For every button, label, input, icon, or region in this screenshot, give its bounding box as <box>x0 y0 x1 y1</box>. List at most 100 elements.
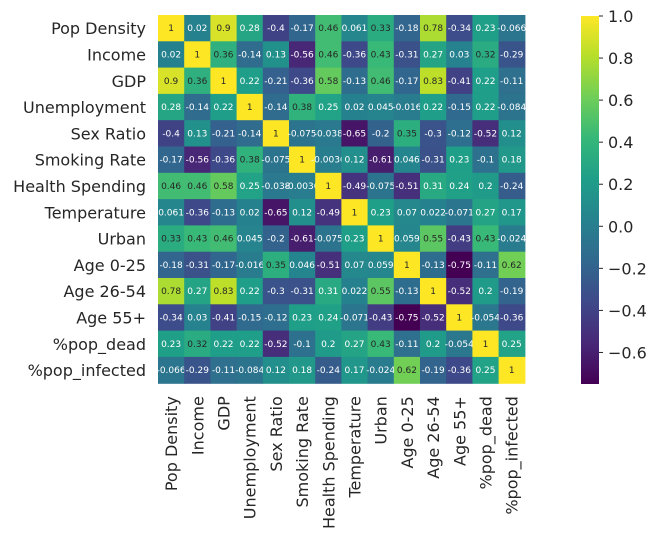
heatmap-cell <box>393 251 421 279</box>
heatmap-cell <box>367 199 395 226</box>
heatmap-cell <box>472 356 500 384</box>
heatmap-cell <box>289 356 316 384</box>
heatmap-cell-label: -0.038 <box>261 182 290 192</box>
heatmap-cell <box>367 15 395 42</box>
heatmap-cell-label: 0.12 <box>266 366 286 376</box>
heatmap-cell-label: 0.46 <box>371 77 391 87</box>
column-label: Smoking Rate <box>293 396 312 507</box>
heatmap-cell <box>446 225 473 253</box>
heatmap-cell <box>472 67 500 95</box>
heatmap-cell-label: -0.15 <box>448 103 471 113</box>
heatmap-cell <box>289 304 316 332</box>
heatmap-cell-label: -0.61 <box>290 235 313 245</box>
heatmap-cell-label: 0.62 <box>397 366 417 376</box>
colorbar-tick-label: 0.0 <box>608 217 633 236</box>
row-label: Pop Density <box>51 19 146 38</box>
heatmap-cell-label: -0.31 <box>290 287 313 297</box>
heatmap-cell-label: 0.46 <box>318 24 338 34</box>
heatmap-cell-label: 0.28 <box>240 24 260 34</box>
heatmap-cell <box>393 120 421 148</box>
heatmap-cell <box>262 278 290 305</box>
heatmap-cell-label: 1 <box>430 287 436 297</box>
heatmap-cell <box>498 15 526 42</box>
heatmap-cell-label: 0.046 <box>394 156 420 166</box>
heatmap-cell-label: 0.22 <box>213 340 233 350</box>
heatmap-cell <box>210 251 238 279</box>
heatmap-cell <box>341 120 369 148</box>
heatmap-cell-label: 0.55 <box>371 287 391 297</box>
heatmap-cell <box>158 304 185 332</box>
heatmap-cell <box>367 41 395 69</box>
heatmap-cell-label: 0.03 <box>449 50 469 60</box>
heatmap-cell-label: -0.12 <box>264 313 287 323</box>
heatmap-cell-label: 0.31 <box>318 287 338 297</box>
heatmap-cell-label: -0.13 <box>343 77 366 87</box>
column-label: Urban <box>372 396 391 444</box>
heatmap-cell <box>184 120 211 148</box>
heatmap-cell-label: 0.22 <box>475 103 495 113</box>
heatmap-cell-label: 0.55 <box>423 235 443 245</box>
heatmap-cell-label: 0.22 <box>423 103 443 113</box>
heatmap-cell <box>210 356 238 384</box>
heatmap-cell <box>158 120 185 148</box>
heatmap-cell <box>498 67 526 95</box>
heatmap-cell-label: -0.19 <box>500 287 524 297</box>
heatmap-cell <box>498 225 526 253</box>
heatmap-cell <box>446 199 473 226</box>
heatmap-cell <box>315 120 342 148</box>
heatmap-cell <box>184 251 211 279</box>
heatmap-cell-label: -0.3 <box>424 129 442 139</box>
heatmap-cell-label: -0.038 <box>314 129 343 139</box>
heatmap-cell <box>367 304 395 332</box>
heatmap-cell-label: -0.17 <box>159 156 182 166</box>
heatmap-cell-label: -0.1 <box>477 156 495 166</box>
heatmap-cells: 1 0.02 0.9 0.28 -0.4 -0.17 0.46 0.061 0.33 -0.18 0… <box>157 15 526 384</box>
heatmap-cell-label: 0.38 <box>292 103 312 113</box>
heatmap-cell <box>420 172 447 200</box>
heatmap-cell <box>315 15 342 42</box>
heatmap-cell-label: -0.75 <box>448 261 471 271</box>
heatmap-cell-label: -0.11 <box>212 366 235 376</box>
heatmap-cell-label: -0.024 <box>497 235 526 245</box>
heatmap-cell <box>315 41 342 69</box>
heatmap-cell <box>341 15 369 42</box>
heatmap-cell <box>210 330 238 358</box>
heatmap-cell <box>341 278 369 305</box>
heatmap-cell <box>262 41 290 69</box>
heatmap-cell-label: -0.075 <box>261 156 290 166</box>
heatmap-cell <box>446 172 473 200</box>
heatmap-cell-label: -0.36 <box>212 156 236 166</box>
heatmap-cell-label: 1 <box>509 366 515 376</box>
heatmap-cell <box>446 330 473 358</box>
heatmap-cell-label: 0.58 <box>318 77 338 87</box>
heatmap-cell <box>289 278 316 305</box>
heatmap-cell-label: 0.22 <box>240 340 260 350</box>
heatmap-cell <box>341 330 369 358</box>
heatmap-cell-label: -0.41 <box>448 77 471 87</box>
heatmap-cell-label: 0.059 <box>394 235 420 245</box>
heatmap-cell-label: 0.23 <box>161 340 181 350</box>
heatmap-cell <box>236 15 264 42</box>
colorbar-tick-label: 0.4 <box>608 133 633 152</box>
heatmap-cell <box>367 172 395 200</box>
heatmap-cell <box>472 304 500 332</box>
heatmap-cell <box>341 251 369 279</box>
heatmap-cell-label: -0.11 <box>395 340 418 350</box>
heatmap-cell <box>315 304 342 332</box>
heatmap-cell-label: 0.38 <box>240 156 260 166</box>
heatmap-cell-label: -0.36 <box>186 208 210 218</box>
heatmap-cell <box>158 278 185 305</box>
heatmap-cell <box>158 146 185 174</box>
heatmap-cell <box>289 225 316 253</box>
heatmap-cell-label: 0.02 <box>187 24 207 34</box>
heatmap-cell <box>210 15 238 42</box>
colorbar-tick-label: −0.2 <box>608 259 647 278</box>
heatmap-cell-label: -0.49 <box>317 208 341 218</box>
heatmap-cell-label: -0.084 <box>497 103 526 113</box>
heatmap-cell <box>262 146 290 174</box>
heatmap-cell-label: -0.21 <box>264 77 287 87</box>
column-label: Age 0-25 <box>398 396 417 468</box>
heatmap-cell-label: 0.32 <box>187 340 207 350</box>
heatmap-cell <box>236 93 264 121</box>
colorbar-tick-label: 1.0 <box>608 7 633 26</box>
